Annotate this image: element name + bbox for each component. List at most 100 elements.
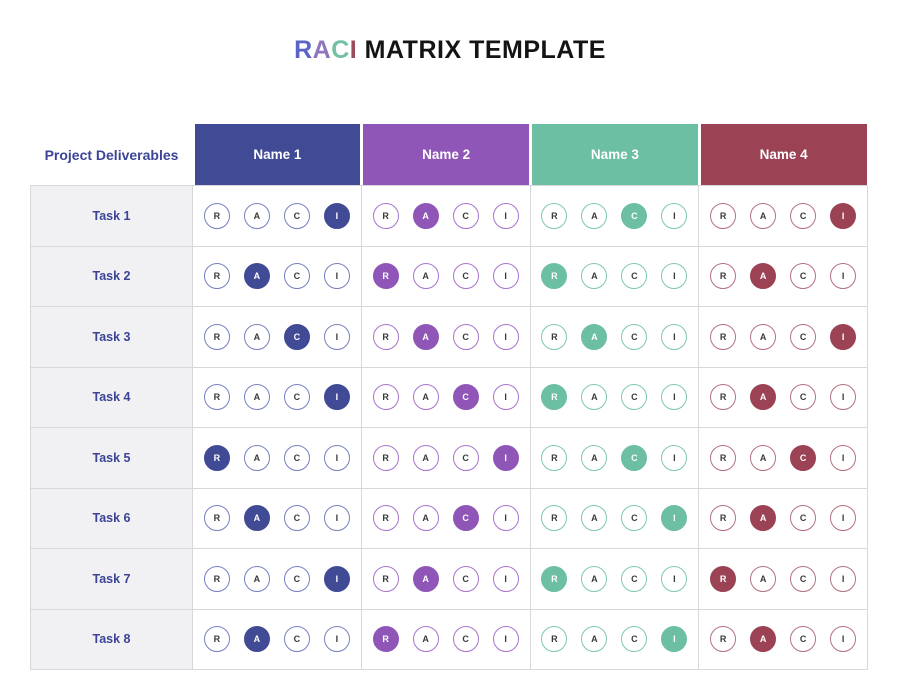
raci-circle-a[interactable]: A xyxy=(750,505,777,532)
raci-circle-i[interactable]: I xyxy=(830,444,857,471)
raci-circle-i[interactable]: I xyxy=(492,505,519,532)
raci-circle-r[interactable]: R xyxy=(710,626,737,653)
raci-circle-c[interactable]: C xyxy=(790,263,817,290)
raci-circle-a[interactable]: A xyxy=(750,565,777,592)
raci-circle-c[interactable]: C xyxy=(621,626,648,653)
raci-circle-i[interactable]: I xyxy=(323,565,350,592)
raci-circle-r[interactable]: R xyxy=(203,565,230,592)
raci-circle-a[interactable]: A xyxy=(581,626,608,653)
raci-circle-a[interactable]: A xyxy=(243,384,270,411)
raci-circle-a[interactable]: A xyxy=(750,384,777,411)
raci-circle-c[interactable]: C xyxy=(790,323,817,350)
raci-circle-r[interactable]: R xyxy=(203,263,230,290)
raci-circle-i[interactable]: I xyxy=(830,202,857,229)
raci-circle-i[interactable]: I xyxy=(661,323,688,350)
raci-circle-c[interactable]: C xyxy=(621,384,648,411)
raci-circle-c[interactable]: C xyxy=(452,505,479,532)
raci-circle-i[interactable]: I xyxy=(830,263,857,290)
raci-circle-r[interactable]: R xyxy=(372,565,399,592)
raci-circle-i[interactable]: I xyxy=(323,626,350,653)
raci-circle-i[interactable]: I xyxy=(492,202,519,229)
raci-circle-a[interactable]: A xyxy=(412,202,439,229)
raci-circle-c[interactable]: C xyxy=(452,565,479,592)
raci-circle-i[interactable]: I xyxy=(323,202,350,229)
raci-circle-c[interactable]: C xyxy=(283,323,310,350)
raci-circle-r[interactable]: R xyxy=(203,202,230,229)
raci-circle-i[interactable]: I xyxy=(830,626,857,653)
raci-circle-c[interactable]: C xyxy=(790,565,817,592)
raci-circle-r[interactable]: R xyxy=(541,444,568,471)
raci-circle-r[interactable]: R xyxy=(203,323,230,350)
raci-circle-r[interactable]: R xyxy=(710,263,737,290)
raci-circle-i[interactable]: I xyxy=(323,505,350,532)
raci-circle-i[interactable]: I xyxy=(661,384,688,411)
raci-circle-i[interactable]: I xyxy=(661,565,688,592)
raci-circle-a[interactable]: A xyxy=(243,202,270,229)
raci-circle-r[interactable]: R xyxy=(710,202,737,229)
raci-circle-r[interactable]: R xyxy=(203,505,230,532)
raci-circle-c[interactable]: C xyxy=(452,323,479,350)
raci-circle-r[interactable]: R xyxy=(372,626,399,653)
raci-circle-c[interactable]: C xyxy=(790,444,817,471)
raci-circle-c[interactable]: C xyxy=(452,384,479,411)
raci-circle-a[interactable]: A xyxy=(243,626,270,653)
raci-circle-a[interactable]: A xyxy=(581,505,608,532)
raci-circle-i[interactable]: I xyxy=(492,384,519,411)
raci-circle-a[interactable]: A xyxy=(243,444,270,471)
raci-circle-r[interactable]: R xyxy=(710,505,737,532)
raci-circle-a[interactable]: A xyxy=(750,323,777,350)
raci-circle-c[interactable]: C xyxy=(283,202,310,229)
raci-circle-r[interactable]: R xyxy=(541,263,568,290)
raci-circle-r[interactable]: R xyxy=(372,384,399,411)
raci-circle-i[interactable]: I xyxy=(661,263,688,290)
raci-circle-r[interactable]: R xyxy=(710,444,737,471)
raci-circle-i[interactable]: I xyxy=(830,384,857,411)
raci-circle-r[interactable]: R xyxy=(710,565,737,592)
raci-circle-r[interactable]: R xyxy=(372,505,399,532)
raci-circle-a[interactable]: A xyxy=(412,626,439,653)
raci-circle-c[interactable]: C xyxy=(790,384,817,411)
raci-circle-i[interactable]: I xyxy=(492,323,519,350)
raci-circle-i[interactable]: I xyxy=(323,263,350,290)
raci-circle-i[interactable]: I xyxy=(830,505,857,532)
raci-circle-a[interactable]: A xyxy=(750,202,777,229)
raci-circle-a[interactable]: A xyxy=(581,444,608,471)
raci-circle-a[interactable]: A xyxy=(581,202,608,229)
raci-circle-r[interactable]: R xyxy=(372,444,399,471)
raci-circle-a[interactable]: A xyxy=(412,565,439,592)
raci-circle-c[interactable]: C xyxy=(621,505,648,532)
raci-circle-a[interactable]: A xyxy=(750,263,777,290)
raci-circle-r[interactable]: R xyxy=(372,263,399,290)
raci-circle-c[interactable]: C xyxy=(283,444,310,471)
raci-circle-a[interactable]: A xyxy=(412,263,439,290)
raci-circle-a[interactable]: A xyxy=(581,384,608,411)
raci-circle-c[interactable]: C xyxy=(452,263,479,290)
raci-circle-a[interactable]: A xyxy=(243,505,270,532)
raci-circle-r[interactable]: R xyxy=(541,565,568,592)
raci-circle-c[interactable]: C xyxy=(283,384,310,411)
raci-circle-a[interactable]: A xyxy=(243,263,270,290)
raci-circle-i[interactable]: I xyxy=(323,444,350,471)
raci-circle-r[interactable]: R xyxy=(203,384,230,411)
raci-circle-i[interactable]: I xyxy=(323,384,350,411)
raci-circle-c[interactable]: C xyxy=(283,263,310,290)
raci-circle-r[interactable]: R xyxy=(710,384,737,411)
raci-circle-r[interactable]: R xyxy=(710,323,737,350)
raci-circle-c[interactable]: C xyxy=(790,626,817,653)
raci-circle-c[interactable]: C xyxy=(283,565,310,592)
raci-circle-r[interactable]: R xyxy=(541,202,568,229)
raci-circle-i[interactable]: I xyxy=(492,444,519,471)
raci-circle-i[interactable]: I xyxy=(661,202,688,229)
raci-circle-i[interactable]: I xyxy=(323,323,350,350)
raci-circle-a[interactable]: A xyxy=(412,384,439,411)
raci-circle-a[interactable]: A xyxy=(581,263,608,290)
raci-circle-r[interactable]: R xyxy=(203,444,230,471)
raci-circle-c[interactable]: C xyxy=(283,626,310,653)
raci-circle-c[interactable]: C xyxy=(621,444,648,471)
raci-circle-a[interactable]: A xyxy=(243,565,270,592)
raci-circle-a[interactable]: A xyxy=(750,626,777,653)
raci-circle-c[interactable]: C xyxy=(790,505,817,532)
raci-circle-a[interactable]: A xyxy=(412,505,439,532)
raci-circle-i[interactable]: I xyxy=(661,626,688,653)
raci-circle-c[interactable]: C xyxy=(621,323,648,350)
